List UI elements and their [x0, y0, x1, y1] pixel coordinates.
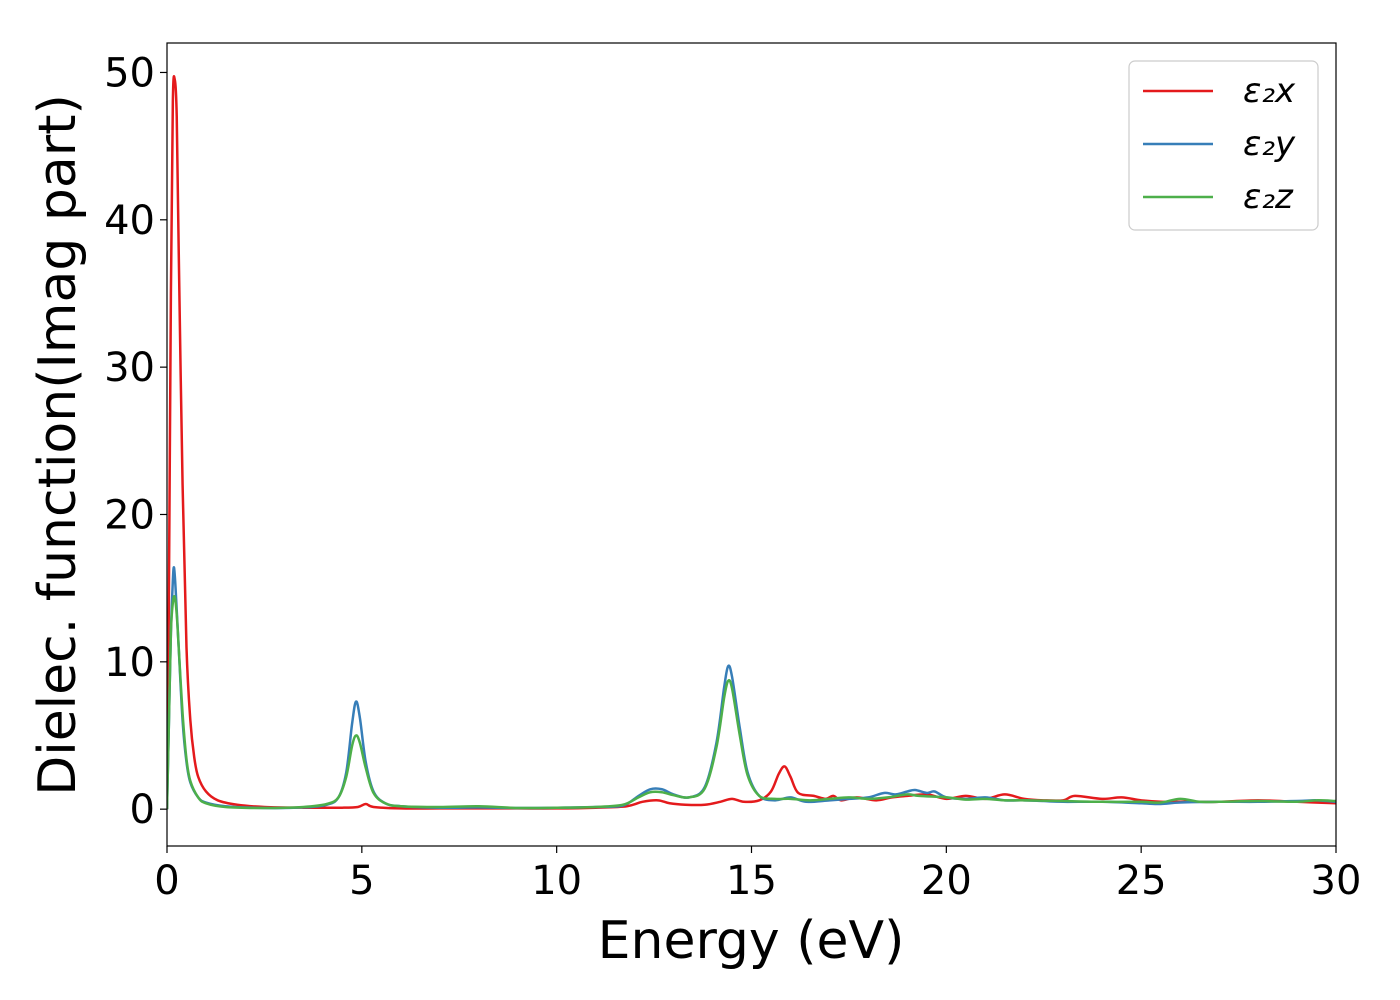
y-tick-label: 50 [104, 50, 155, 96]
series-line-ez [167, 595, 1336, 810]
y-axis-ticks: 0 10 20 30 40 50 [104, 50, 167, 833]
y-tick-label: 20 [104, 492, 155, 538]
y-axis-title: Dielec. function(Imag part) [28, 94, 88, 796]
series-layer [167, 75, 1336, 810]
legend-label-ex: ε₂x [1243, 71, 1296, 111]
y-tick-label: 30 [104, 345, 155, 391]
legend: ε₂x ε₂y ε₂z [1128, 60, 1319, 231]
x-tick-label: 30 [1311, 858, 1362, 904]
y-tick-label: 0 [130, 787, 155, 833]
legend-label-ey: ε₂y [1243, 124, 1296, 164]
x-tick-label: 10 [531, 858, 582, 904]
legend-box [1128, 60, 1319, 231]
x-tick-label: 5 [349, 858, 374, 904]
y-tick-label: 10 [104, 640, 155, 686]
series-line-ey [167, 566, 1336, 810]
x-tick-label: 25 [1116, 858, 1167, 904]
x-tick-label: 20 [921, 858, 972, 904]
x-tick-label: 15 [726, 858, 777, 904]
x-axis-ticks: 0 5 10 15 20 25 30 [154, 846, 1361, 904]
y-tick-label: 40 [104, 198, 155, 244]
x-tick-label: 0 [154, 858, 179, 904]
x-axis-title: Energy (eV) [598, 911, 905, 971]
legend-label-ez: ε₂z [1243, 177, 1294, 217]
